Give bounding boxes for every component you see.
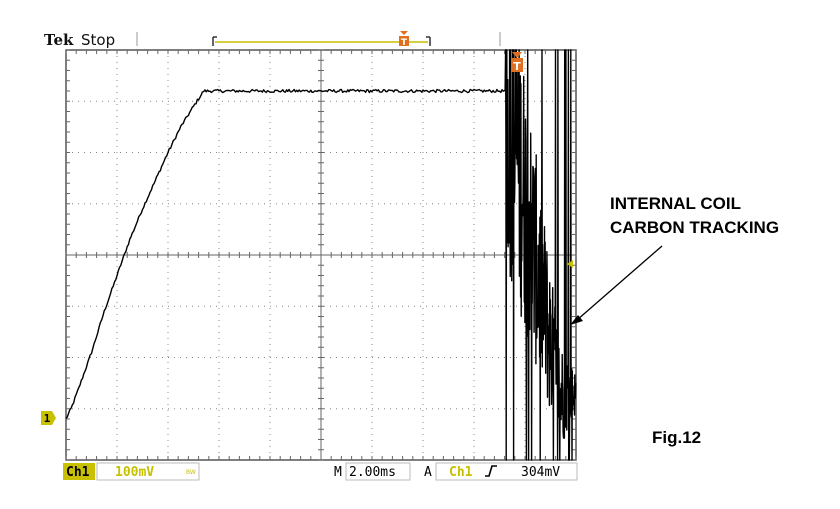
annotation-line-1: INTERNAL COIL <box>610 194 741 213</box>
trigger-marker-icon: T <box>511 52 523 73</box>
channel-label: Ch1 <box>66 465 90 480</box>
graticule-ticks <box>65 49 577 461</box>
acquisition-mode: A <box>424 465 432 480</box>
trigger-source: Ch1 <box>449 465 473 480</box>
trigger-level-arrow-icon <box>567 260 573 268</box>
graticule-grid <box>65 49 577 461</box>
svg-text:T: T <box>513 60 521 73</box>
annotation-arrow <box>570 245 663 325</box>
waveform-trace <box>65 49 577 461</box>
channel-1-ground-marker-icon: 1 <box>41 411 56 425</box>
vertical-scale: 100mV <box>115 465 154 480</box>
brand-label: Tek <box>44 31 74 49</box>
timebase-prefix: M <box>334 465 342 480</box>
timebase-value: 2.00ms <box>349 465 396 480</box>
bandwidth-limit-flag: BW <box>186 469 196 476</box>
figure-label: Fig.12 <box>652 428 702 447</box>
annotation-line-2: CARBON TRACKING <box>610 218 780 237</box>
svg-text:1: 1 <box>44 412 51 425</box>
channel-badge <box>63 463 95 480</box>
record-position-bar <box>212 36 431 46</box>
trigger-position-marker-small-icon: T <box>399 31 409 48</box>
svg-text:T: T <box>401 38 408 48</box>
trigger-level: 304mV <box>521 465 560 480</box>
run-status: Stop <box>81 31 115 49</box>
status-bar: Ch1 100mV BW M 2.00ms A Ch1 304mV <box>63 462 578 481</box>
rising-edge-icon <box>485 465 497 477</box>
